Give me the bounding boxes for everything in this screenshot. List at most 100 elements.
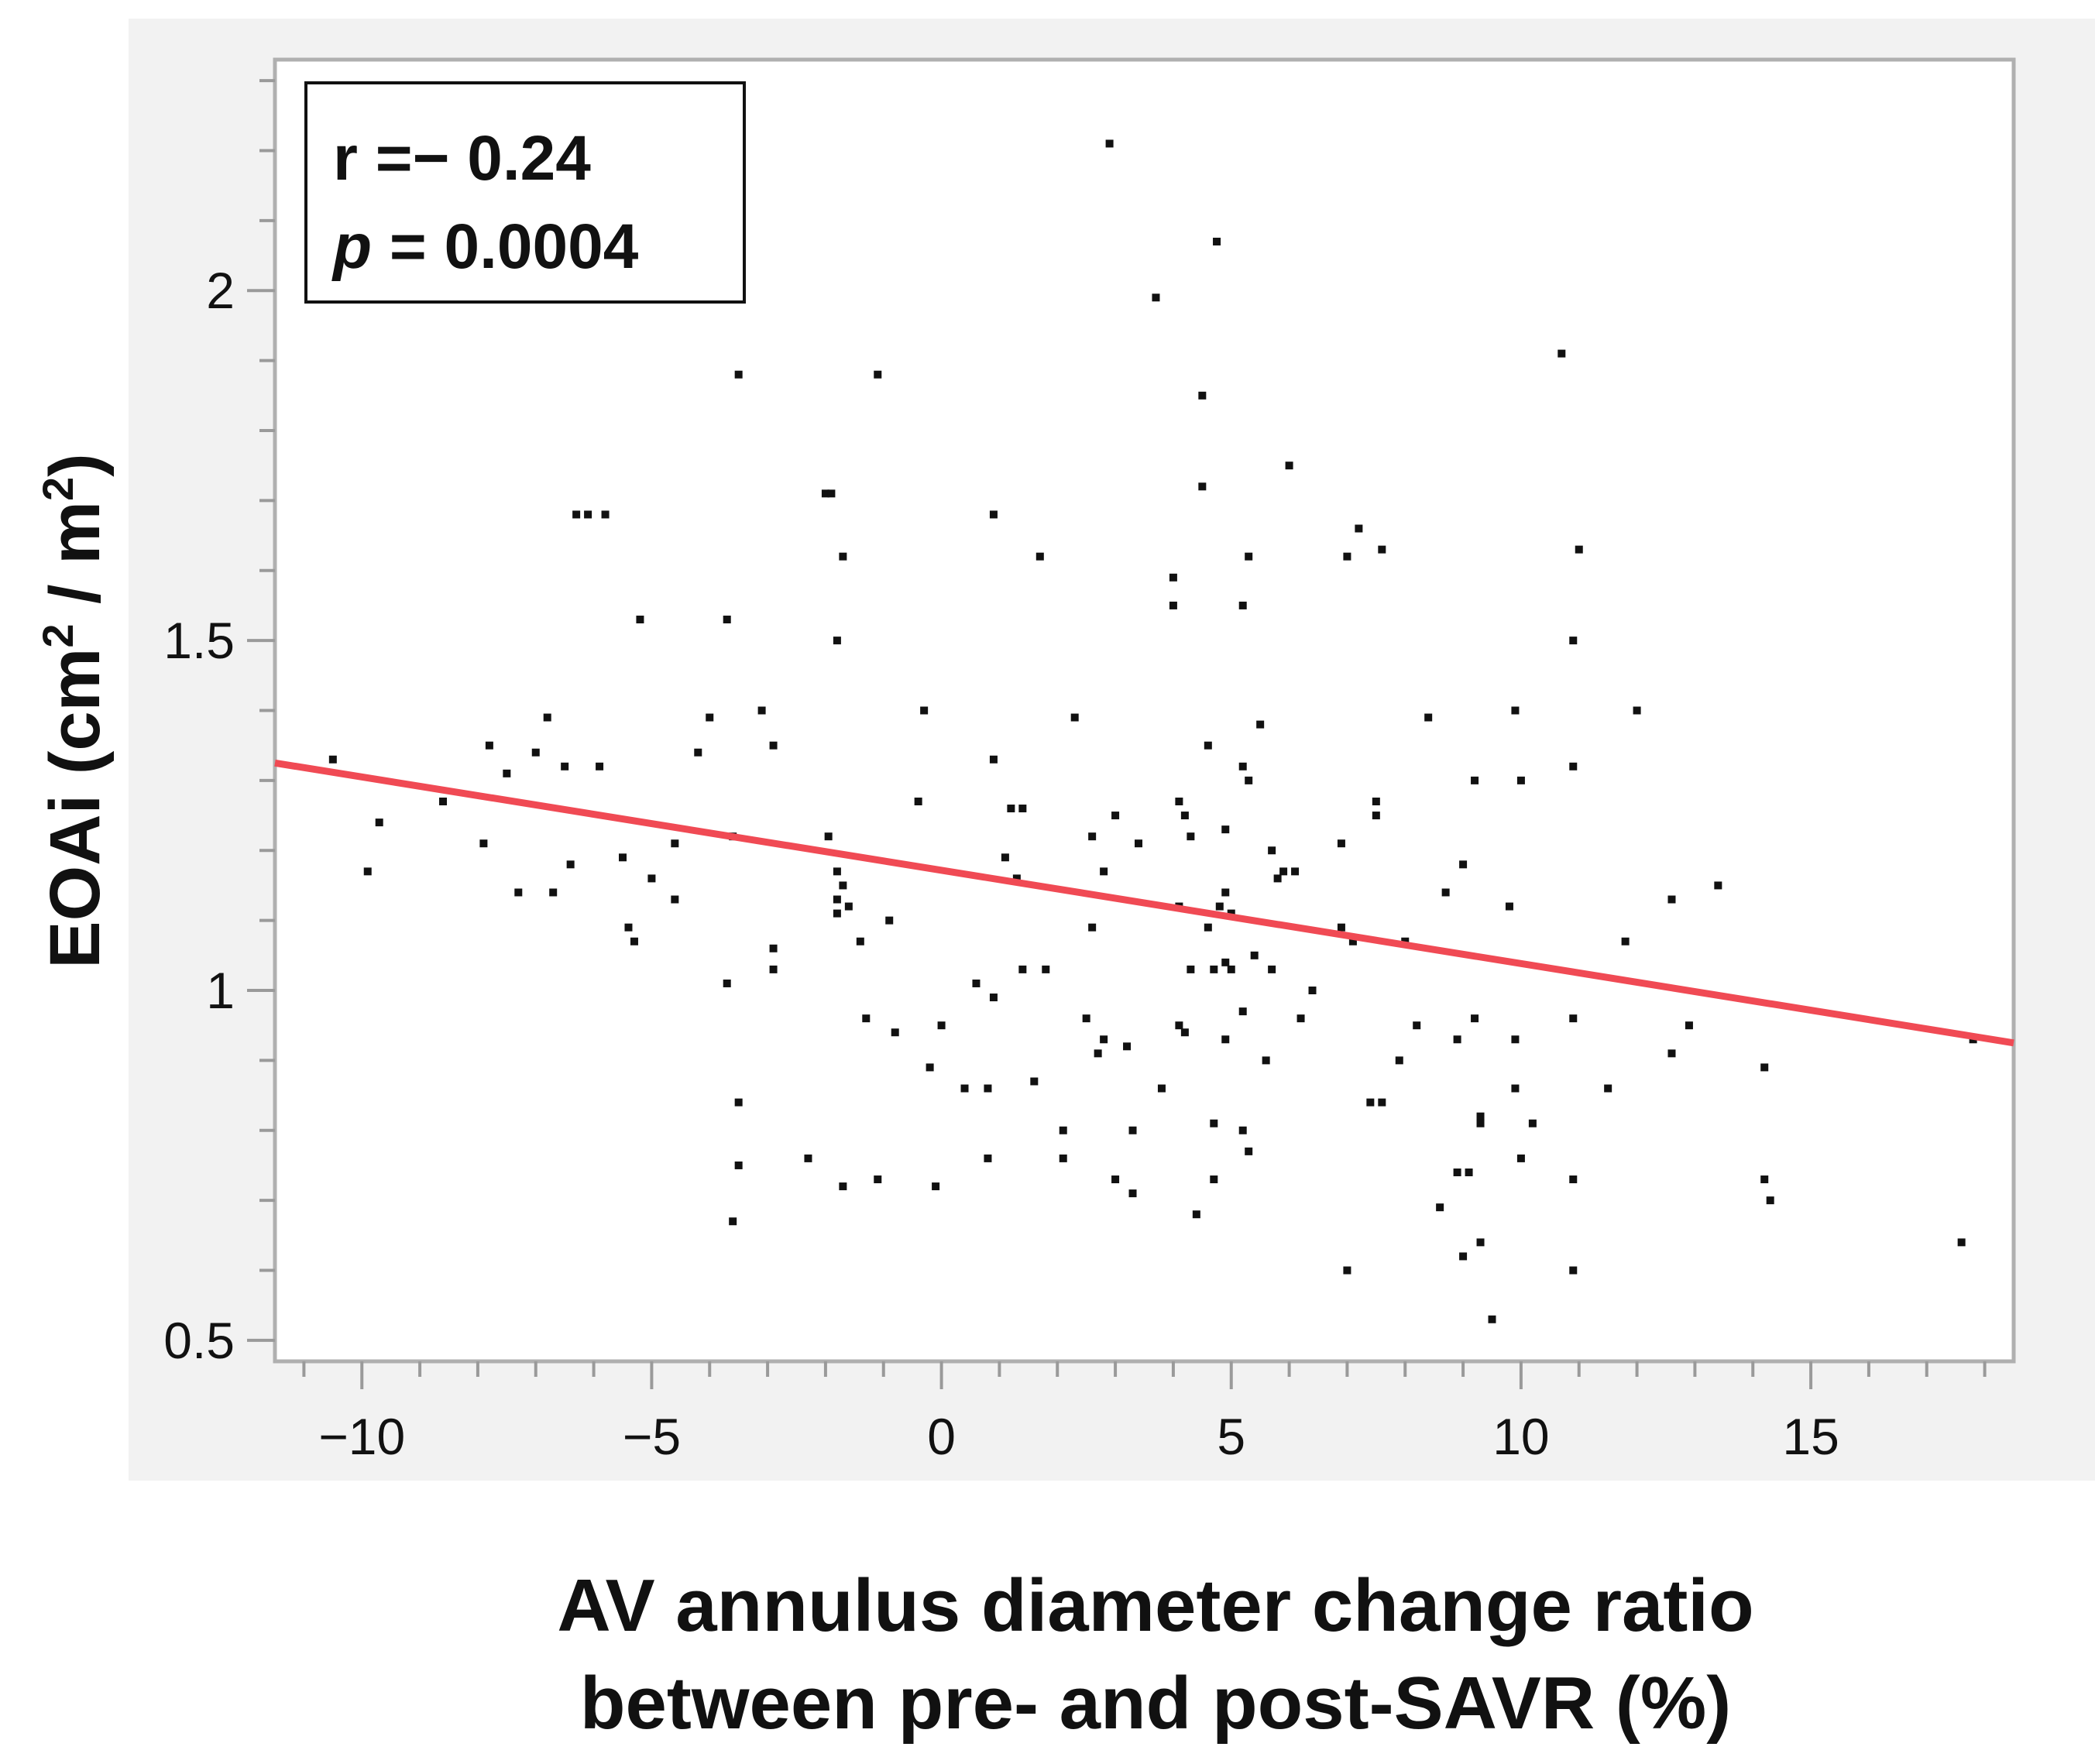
data-point <box>1100 867 1108 876</box>
data-points <box>328 139 1977 1323</box>
stats-annotation: r =− 0.24 p = 0.0004 <box>304 81 746 304</box>
data-point <box>1569 762 1578 770</box>
data-point <box>503 769 511 777</box>
data-point <box>1221 825 1230 834</box>
data-point <box>833 637 841 645</box>
data-point <box>1213 237 1221 245</box>
data-point <box>1210 1175 1218 1184</box>
data-point <box>572 510 581 519</box>
y-axis-title-prefix: EOAi (cm <box>36 648 115 969</box>
data-point <box>647 874 656 883</box>
data-point <box>636 616 644 624</box>
data-point <box>1238 1126 1247 1134</box>
data-point <box>1667 1049 1676 1058</box>
data-point <box>1714 881 1722 890</box>
data-point <box>839 552 847 561</box>
data-point <box>914 797 922 805</box>
data-point <box>1100 1035 1108 1044</box>
p-symbol: p <box>331 211 372 282</box>
data-point <box>1210 965 1218 973</box>
data-point <box>1175 797 1183 805</box>
data-point <box>729 1217 737 1226</box>
data-point <box>1157 1084 1166 1093</box>
data-point <box>833 909 841 918</box>
data-point <box>989 510 998 519</box>
data-point <box>1667 895 1676 904</box>
data-point <box>1766 1196 1774 1205</box>
data-point <box>1204 923 1212 932</box>
data-point <box>1569 637 1578 645</box>
data-point <box>833 867 841 876</box>
data-point <box>1221 888 1230 897</box>
data-point <box>885 916 894 925</box>
data-point <box>734 1098 743 1107</box>
y-axis-title-sup1: 2 <box>33 624 82 648</box>
x-axis-title-line2: between pre- and post-SAVR (%) <box>580 1662 1731 1745</box>
data-point <box>1059 1154 1067 1162</box>
data-point <box>1012 874 1021 883</box>
data-point <box>485 741 493 750</box>
data-point <box>862 1014 871 1023</box>
data-point <box>1262 1056 1270 1065</box>
data-point <box>1685 1021 1693 1030</box>
data-point <box>960 1084 969 1093</box>
data-point <box>1558 349 1566 358</box>
data-point <box>1465 1168 1473 1176</box>
data-point <box>1035 552 1044 561</box>
data-point <box>920 706 929 715</box>
data-point <box>1198 482 1207 491</box>
data-point <box>1210 1119 1218 1127</box>
data-point <box>1105 139 1114 148</box>
data-point <box>1343 552 1351 561</box>
data-point <box>1111 812 1120 820</box>
data-point <box>1511 706 1520 715</box>
data-point <box>1337 923 1345 932</box>
data-point <box>1001 853 1009 862</box>
data-point <box>1152 293 1160 302</box>
data-point <box>1250 951 1259 959</box>
data-point <box>1511 1035 1520 1044</box>
data-point <box>619 853 627 862</box>
data-point <box>1378 545 1386 554</box>
data-point <box>1018 805 1027 813</box>
data-point <box>1459 860 1468 869</box>
data-point <box>1378 1098 1386 1107</box>
data-point <box>1204 741 1212 750</box>
data-point <box>1957 1238 1966 1247</box>
data-point <box>1436 1203 1444 1212</box>
data-point <box>1308 987 1317 995</box>
data-point <box>723 616 731 624</box>
x-tick-label: 10 <box>1492 1408 1549 1465</box>
data-point <box>984 1084 992 1093</box>
data-point <box>1169 573 1177 582</box>
x-tick-label: −10 <box>318 1408 405 1465</box>
regression-line <box>274 759 2014 1047</box>
data-point <box>1528 1119 1537 1127</box>
data-point <box>514 888 523 897</box>
data-point <box>891 1028 899 1037</box>
y-axis-title: EOAi (cm2 / m2) <box>33 453 115 969</box>
data-point <box>989 994 998 1002</box>
axis-ticks <box>247 79 1987 1389</box>
data-point <box>1343 1266 1351 1275</box>
data-point <box>1569 1266 1578 1275</box>
x-axis-title-line1: AV annulus diameter change ratio <box>557 1564 1753 1647</box>
data-point <box>549 888 558 897</box>
data-point <box>1348 937 1357 945</box>
y-axis-title-middle: / m <box>36 501 115 623</box>
data-point <box>1221 1035 1230 1044</box>
data-point <box>856 937 864 945</box>
data-point <box>1279 867 1288 876</box>
data-point <box>1018 965 1027 973</box>
data-point <box>671 895 679 904</box>
data-point <box>1238 1007 1247 1016</box>
data-point <box>804 1154 812 1162</box>
y-tick-label: 0.5 <box>163 1312 235 1369</box>
data-point <box>1296 1014 1305 1023</box>
data-point <box>1238 762 1247 770</box>
data-point <box>824 832 833 841</box>
data-point <box>1471 1014 1479 1023</box>
data-point <box>1059 1126 1067 1134</box>
data-point <box>1215 902 1224 911</box>
